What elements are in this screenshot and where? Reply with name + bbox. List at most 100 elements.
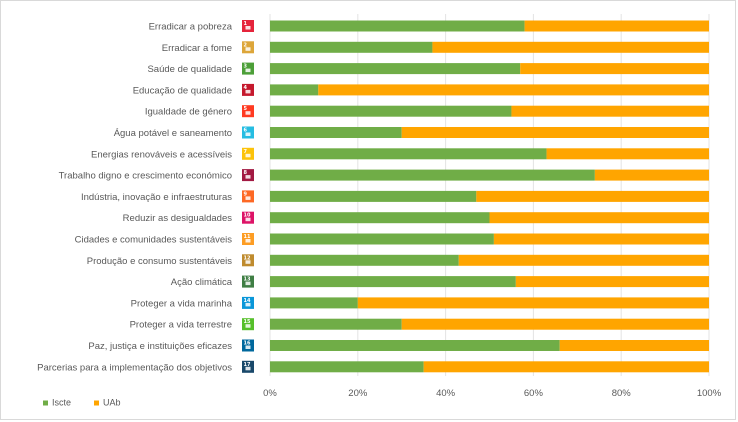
sdg-icon-number: 6 [244, 128, 248, 134]
category-label: Paz, justiça e instituições eficazes [88, 341, 232, 352]
x-tick-label: 0% [263, 388, 277, 399]
sdg-icon-number: 11 [244, 234, 251, 240]
category-label: Igualdade de género [145, 107, 232, 118]
bar-uab [357, 297, 709, 309]
bar-uab [476, 190, 709, 202]
bar-uab [520, 63, 709, 75]
sdg-icon: 1 [242, 20, 254, 32]
sdg-icon: 6 [242, 126, 254, 139]
bar-iscte [270, 340, 560, 351]
category-label: Proteger a vida terrestre [130, 320, 232, 331]
sdg-icon-number: 7 [244, 149, 248, 155]
sdg-icon-glyph [245, 196, 251, 200]
bar-iscte [270, 127, 402, 138]
sdg-icon: 9 [242, 190, 254, 203]
bar-iscte [270, 276, 516, 288]
category-label: Indústria, inovação e infraestruturas [81, 192, 232, 203]
legend-label: UAb [103, 398, 121, 408]
sdg-icon-number: 4 [244, 85, 248, 91]
x-axis: 0% 20% 40% 60% 80% 100% [263, 388, 722, 399]
legend-swatch [94, 400, 99, 406]
bar-uab [546, 148, 709, 160]
bar-uab [401, 318, 709, 330]
bar-iscte [270, 318, 402, 330]
sdg-icon: 10 [242, 211, 254, 224]
x-tick-label: 40% [436, 388, 456, 399]
category-label: Reduzir as desigualdades [123, 213, 233, 224]
sdg-icon-number: 12 [244, 255, 251, 261]
gridlines [269, 14, 710, 376]
bar-uab [511, 105, 709, 117]
sdg-icon-glyph [245, 26, 251, 30]
bar-iscte [270, 105, 512, 117]
sdg-icon-number: 3 [244, 64, 248, 70]
sdg-icon-glyph [245, 68, 251, 73]
sdg-icon-glyph [245, 345, 251, 349]
bar-iscte [270, 212, 490, 224]
sdg-icon-number: 5 [244, 106, 248, 112]
x-tick-label: 60% [524, 388, 544, 399]
category-label: Erradicar a fome [162, 43, 232, 54]
bar-iscte [270, 169, 595, 181]
sdg-icon: 11 [242, 233, 254, 245]
bar-uab [458, 254, 709, 266]
category-label: Saúde de qualidade [147, 64, 232, 75]
bar-iscte [270, 84, 319, 96]
category-label: Produção e consumo sustentáveis [87, 256, 232, 267]
category-label: Educação de qualidade [133, 85, 232, 96]
sdg-icon-number: 1 [244, 21, 248, 27]
category-label: Erradicar a pobreza [149, 22, 233, 33]
sdg-icon: 3 [242, 62, 254, 75]
bar-uab [493, 233, 709, 245]
sdg-icon: 7 [242, 147, 254, 160]
category-label: Cidades e comunidades sustentáveis [75, 235, 233, 246]
sdg-icon-number: 13 [244, 277, 251, 283]
sdg-icon-glyph [245, 217, 251, 222]
x-tick-label: 100% [697, 388, 722, 399]
sdg-icon-number: 14 [244, 298, 251, 304]
sdg-icon-number: 16 [244, 341, 251, 347]
sdg-icon-glyph [245, 239, 251, 243]
sdg-icon-number: 15 [244, 319, 251, 325]
category-label: Proteger a vida marinha [131, 298, 233, 309]
bar-uab [594, 169, 709, 181]
sdg-icon: 16 [242, 339, 254, 352]
sdg-icon: 8 [242, 169, 254, 182]
bar-uab [559, 340, 709, 351]
sdg-icon: 13 [242, 275, 254, 288]
sdg-icon: 2 [242, 41, 254, 54]
sdg-icon: 17 [242, 360, 254, 373]
sdg-icon-glyph [245, 281, 251, 286]
bar-uab [524, 20, 709, 32]
category-label: Parcerias para a implementação dos objet… [37, 362, 232, 373]
sdg-icon-number: 9 [244, 191, 248, 197]
sdg-icon-number: 2 [244, 42, 248, 48]
sdg-icon: 5 [242, 105, 254, 118]
bar-uab [401, 127, 709, 138]
x-tick-label: 80% [612, 388, 632, 399]
sdg-icon-glyph [245, 302, 251, 307]
sdg-icon-number: 17 [244, 362, 251, 368]
bar-iscte [270, 190, 477, 202]
bar-iscte [270, 233, 494, 245]
x-tick-label: 20% [348, 388, 368, 399]
sdg-icon-glyph [245, 366, 251, 371]
legend: Iscte UAb [43, 398, 121, 408]
bar-iscte [270, 361, 424, 373]
category-label: Água potável e saneamento [114, 128, 232, 139]
bar-iscte [270, 41, 433, 53]
bar-iscte [270, 148, 547, 160]
sdg-icon-glyph [245, 89, 251, 94]
sdg-icon-glyph [245, 260, 251, 264]
sdg-icon-glyph [245, 47, 251, 51]
sdg-icon-glyph [245, 324, 251, 328]
sdg-icon: 14 [242, 296, 254, 309]
categories: Erradicar a pobreza 1 Erradicar a fome 2 Saú… [37, 20, 709, 373]
bar-iscte [270, 254, 459, 266]
category-label: Energias renováveis e acessíveis [91, 149, 232, 160]
sdg-icon: 4 [242, 83, 254, 96]
sdg-icon: 12 [242, 254, 254, 267]
sdg-icon-glyph [245, 111, 251, 115]
